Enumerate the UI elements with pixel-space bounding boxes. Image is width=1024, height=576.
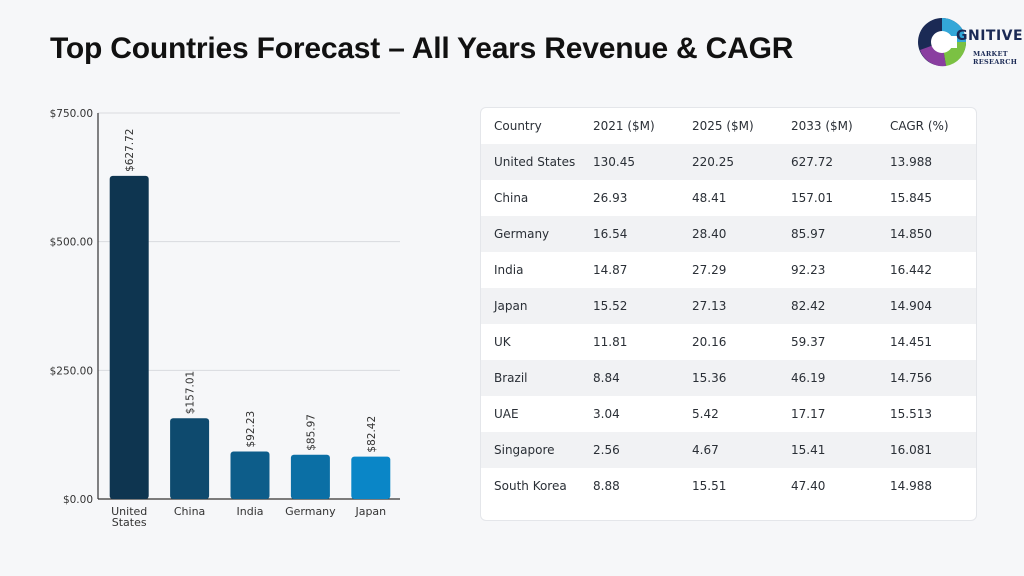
table-cell-value: 14.756 <box>877 360 976 396</box>
table-cell-country: China <box>494 191 529 205</box>
table-cell-country: South Korea <box>494 479 567 493</box>
table-row: Brazil 8.84 15.36 46.19 14.756 <box>481 360 976 396</box>
table-cell-value: 130.45 <box>580 144 679 180</box>
bar <box>109 175 149 499</box>
table-cell-value: 14.451 <box>890 335 932 349</box>
table-cell-value: 85.97 <box>778 216 877 252</box>
table-cell-value: 5.42 <box>692 407 719 421</box>
table-cell-value: 15.845 <box>890 191 932 205</box>
table-cell-value: 46.19 <box>778 360 877 396</box>
table-row: United States 130.45 220.25 627.72 13.988 <box>481 144 976 180</box>
x-tick-label: States <box>112 516 147 529</box>
table-cell-value: 627.72 <box>778 144 877 180</box>
x-tick-label: Germany <box>285 505 336 518</box>
table-cell-country: UAE <box>494 407 519 421</box>
table-cell-value: 28.40 <box>679 216 778 252</box>
forecast-table: Country 2021 ($M) 2025 ($M) 2033 ($M) CA… <box>481 108 976 504</box>
header-country: Country <box>494 119 542 133</box>
x-tick-label: China <box>174 505 205 518</box>
bar <box>290 454 330 499</box>
table-cell-country: Singapore <box>481 432 580 468</box>
table-cell-value: 92.23 <box>791 263 826 277</box>
table-cell-value: 15.36 <box>679 360 778 396</box>
table-cell-value: 15.41 <box>778 432 877 468</box>
table-row: UK 11.81 20.16 59.37 14.451 <box>481 324 976 360</box>
company-logo: GNITIVE MARKET RESEARCH <box>916 12 1023 74</box>
table-cell-value: 16.442 <box>890 263 932 277</box>
table-row: Singapore 2.56 4.67 15.41 16.081 <box>481 432 976 468</box>
table-cell-value: 48.41 <box>692 191 727 205</box>
table-cell-value: 17.17 <box>791 407 826 421</box>
table-cell-country: UK <box>494 335 511 349</box>
bar <box>230 451 270 499</box>
header-2033: 2033 ($M) <box>791 119 853 133</box>
table-cell-value: 27.29 <box>692 263 727 277</box>
table-row: UAE 3.04 5.42 17.17 15.513 <box>481 396 976 432</box>
table-cell-value: 47.40 <box>791 479 826 493</box>
page-title: Top Countries Forecast – All Years Reven… <box>50 32 794 65</box>
table-cell-value: 15.513 <box>890 407 932 421</box>
y-tick-label: $750.00 <box>50 108 93 120</box>
table-cell-value: 220.25 <box>679 144 778 180</box>
y-tick-label: $500.00 <box>50 237 93 249</box>
table-cell-value: 14.87 <box>593 263 628 277</box>
y-tick-label: $250.00 <box>50 365 93 377</box>
table-row: South Korea 8.88 15.51 47.40 14.988 <box>481 468 976 504</box>
table-cell-country: Brazil <box>481 360 580 396</box>
table-cell-country: India <box>494 263 524 277</box>
table-cell-value: 27.13 <box>679 288 778 324</box>
table-cell-value: 59.37 <box>791 335 826 349</box>
logo-mark-icon <box>918 18 967 67</box>
logo-sub-text: MARKET <box>973 50 1008 58</box>
table-cell-value: 8.84 <box>580 360 679 396</box>
table-cell-value: 16.54 <box>580 216 679 252</box>
forecast-table-card: Country 2021 ($M) 2025 ($M) 2033 ($M) CA… <box>480 107 977 521</box>
table-cell-value: 15.51 <box>692 479 727 493</box>
bar-value-label: $82.42 <box>366 416 378 453</box>
table-row: China 26.93 48.41 157.01 15.845 <box>481 180 976 216</box>
x-tick-label: India <box>237 505 264 518</box>
bar-value-label: $157.01 <box>185 371 197 414</box>
table-cell-value: 14.904 <box>877 288 976 324</box>
logo-sub-text: RESEARCH <box>973 58 1018 66</box>
table-cell-value: 2.56 <box>580 432 679 468</box>
table-cell-value: 157.01 <box>791 191 833 205</box>
logo-brand-text: GNITIVE <box>956 28 1024 44</box>
table-cell-country: Germany <box>481 216 580 252</box>
table-cell-value: 26.93 <box>593 191 628 205</box>
bar-value-label: $92.23 <box>245 411 257 448</box>
table-row: Japan 15.52 27.13 82.42 14.904 <box>481 288 976 324</box>
bar <box>170 418 210 499</box>
header-cagr: CAGR (%) <box>890 119 949 133</box>
table-cell-value: 14.988 <box>890 479 932 493</box>
table-cell-value: 3.04 <box>593 407 620 421</box>
y-tick-label: $0.00 <box>63 494 93 506</box>
table-cell-value: 14.850 <box>877 216 976 252</box>
x-tick-label: Japan <box>354 505 386 518</box>
table-cell-value: 20.16 <box>692 335 727 349</box>
table-row: India 14.87 27.29 92.23 16.442 <box>481 252 976 288</box>
table-cell-value: 11.81 <box>593 335 628 349</box>
table-row: Germany 16.54 28.40 85.97 14.850 <box>481 216 976 252</box>
table-cell-country: Japan <box>481 288 580 324</box>
bar-chart: $0.00 $250.00 $500.00 $750.00 $627.72 UnitedS… <box>50 108 400 529</box>
table-cell-country: United States <box>481 144 580 180</box>
table-cell-value: 82.42 <box>778 288 877 324</box>
table-cell-value: 4.67 <box>679 432 778 468</box>
table-cell-value: 16.081 <box>877 432 976 468</box>
table-cell-value: 13.988 <box>877 144 976 180</box>
header-2021: 2021 ($M) <box>593 119 655 133</box>
header-2025: 2025 ($M) <box>692 119 754 133</box>
bar <box>351 456 391 499</box>
table-cell-value: 8.88 <box>593 479 620 493</box>
table-header-row: Country 2021 ($M) 2025 ($M) 2033 ($M) CA… <box>481 108 976 144</box>
table-cell-value: 15.52 <box>580 288 679 324</box>
bar-value-label: $85.97 <box>305 414 317 451</box>
bar-value-label: $627.72 <box>124 129 136 172</box>
x-tick-label: United <box>111 505 147 518</box>
